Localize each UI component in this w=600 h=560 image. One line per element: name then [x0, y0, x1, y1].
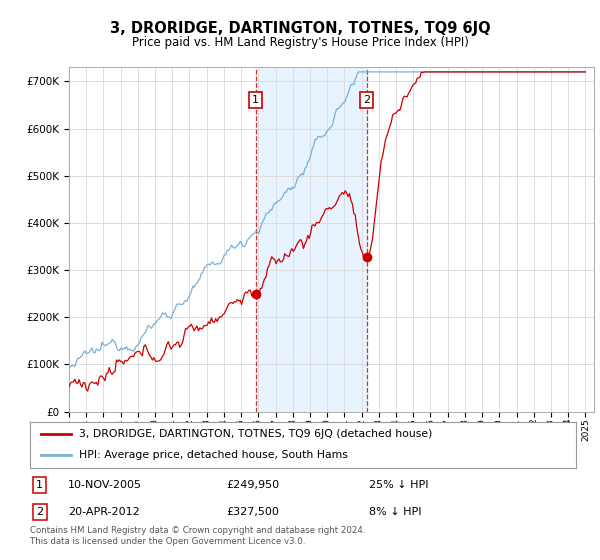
Text: £249,950: £249,950 [227, 480, 280, 490]
Text: 3, DRORIDGE, DARTINGTON, TOTNES, TQ9 6JQ (detached house): 3, DRORIDGE, DARTINGTON, TOTNES, TQ9 6JQ… [79, 429, 433, 439]
Bar [256, 67, 367, 412]
Text: 1: 1 [37, 480, 43, 490]
Text: Price paid vs. HM Land Registry's House Price Index (HPI): Price paid vs. HM Land Registry's House … [131, 36, 469, 49]
Text: 2: 2 [363, 95, 370, 105]
Text: 8% ↓ HPI: 8% ↓ HPI [368, 507, 421, 517]
Text: 1: 1 [252, 95, 259, 105]
Text: HPI: Average price, detached house, South Hams: HPI: Average price, detached house, Sout… [79, 450, 348, 460]
Text: Contains HM Land Registry data © Crown copyright and database right 2024.
This d: Contains HM Land Registry data © Crown c… [30, 526, 365, 546]
Text: 2: 2 [36, 507, 43, 517]
Text: 10-NOV-2005: 10-NOV-2005 [68, 480, 142, 490]
Text: 25% ↓ HPI: 25% ↓ HPI [368, 480, 428, 490]
Text: 20-APR-2012: 20-APR-2012 [68, 507, 140, 517]
Text: 3, DRORIDGE, DARTINGTON, TOTNES, TQ9 6JQ: 3, DRORIDGE, DARTINGTON, TOTNES, TQ9 6JQ [110, 21, 490, 36]
Text: £327,500: £327,500 [227, 507, 280, 517]
